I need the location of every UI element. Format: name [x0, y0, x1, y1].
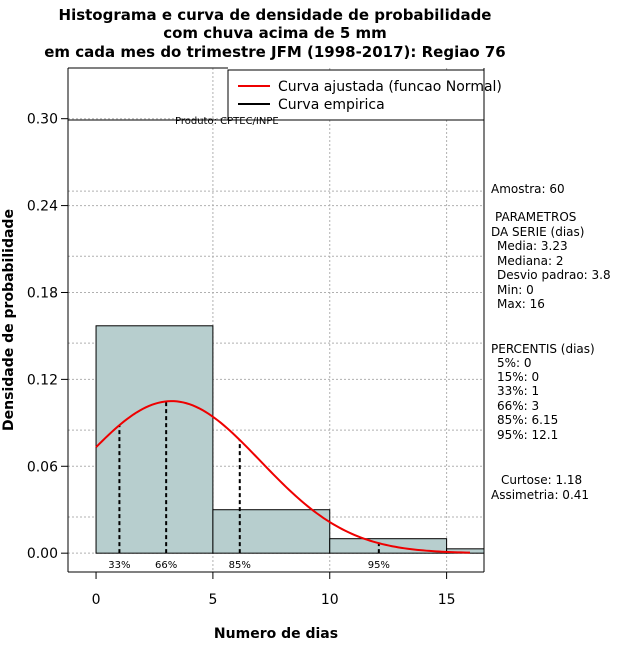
y-tick-label: 0.12 [27, 372, 58, 388]
stat-p95: 95%: 12.1 [497, 428, 558, 442]
chart-title-line-2: com chuva acima de 5 mm [163, 24, 387, 42]
stat-media: Media: 3.23 [497, 239, 568, 253]
stat-p85: 85%: 6.15 [497, 413, 558, 427]
percentile-label: 33% [108, 560, 130, 571]
stat-p33: 33%: 1 [497, 384, 539, 398]
stat-amostra: Amostra: 60 [491, 182, 565, 196]
y-tick-label: 0.24 [27, 199, 58, 215]
axes: 0 5 10 15 0.00 0.06 0.12 0.18 0.24 0.30 [27, 67, 485, 608]
x-tick-label: 10 [321, 592, 339, 608]
stat-curtose: Curtose: 1.18 [501, 473, 582, 487]
y-tick-label: 0.30 [27, 112, 58, 128]
chart-title-line-1: Histograma e curva de densidade de proba… [59, 6, 492, 24]
histogram-bars [95, 325, 485, 554]
percentile-label: 85% [229, 560, 251, 571]
stat-p5: 5%: 0 [497, 356, 532, 370]
y-tick-label: 0.18 [27, 285, 58, 301]
stat-p15: 15%: 0 [497, 370, 539, 384]
stat-desvio: Desvio padrao: 3.8 [497, 268, 611, 282]
stat-p66: 66%: 3 [497, 399, 539, 413]
chart-title-line-3: em cada mes do trimestre JFM (1998-2017)… [44, 43, 506, 61]
product-annotation: Produto: CPTEC/INPE [175, 116, 279, 127]
stat-assimetria: Assimetria: 0.41 [491, 488, 589, 502]
stat-percentis-title: PERCENTIS (dias) [491, 342, 595, 356]
y-tick-label: 0.00 [27, 546, 58, 562]
x-tick-label: 5 [208, 592, 217, 608]
y-axis-label: Densidade de probabilidade [1, 209, 17, 431]
x-axis-label: Numero de dias [214, 626, 338, 642]
stat-min: Min: 0 [497, 283, 534, 297]
histogram-bar [212, 509, 331, 554]
stat-max: Max: 16 [497, 297, 545, 311]
percentile-label: 66% [155, 560, 177, 571]
percentile-label: 95% [368, 560, 390, 571]
histogram-bar [95, 325, 214, 554]
stats-panel: Amostra: 60 PARAMETROS DA SERIE (dias) M… [491, 182, 611, 502]
percentile-markers: 33% 66% 85% 95% [108, 401, 390, 571]
x-tick-label: 0 [92, 592, 101, 608]
stat-param-title-1: PARAMETROS [495, 210, 576, 224]
legend: Curva ajustada (funcao Normal) Curva emp… [227, 69, 502, 121]
legend-label-empirical: Curva empirica [278, 97, 385, 113]
legend-label-normal: Curva ajustada (funcao Normal) [278, 79, 502, 95]
stat-mediana: Mediana: 2 [497, 254, 564, 268]
y-tick-label: 0.06 [27, 459, 58, 475]
stat-param-title-2: DA SERIE (dias) [491, 225, 584, 239]
x-tick-label: 15 [438, 592, 456, 608]
legend-box [227, 69, 485, 121]
normal-fit-curve [95, 400, 471, 554]
